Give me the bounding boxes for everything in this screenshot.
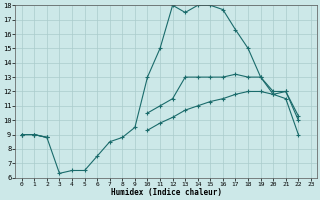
X-axis label: Humidex (Indice chaleur): Humidex (Indice chaleur) <box>111 188 222 197</box>
